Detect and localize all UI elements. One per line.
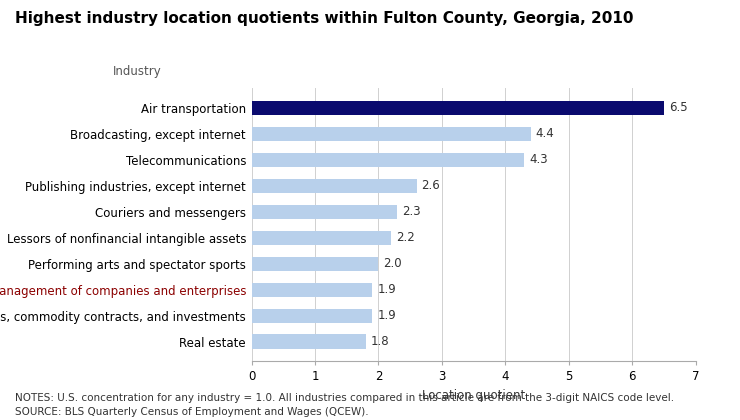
- Bar: [252, 257, 378, 271]
- Text: 1.9: 1.9: [377, 309, 396, 322]
- Text: 1.9: 1.9: [377, 283, 396, 296]
- Bar: [252, 334, 366, 349]
- Bar: [252, 309, 372, 323]
- Bar: [252, 205, 397, 219]
- Bar: [252, 283, 372, 297]
- Bar: [252, 231, 391, 245]
- Text: 2.3: 2.3: [403, 205, 421, 218]
- Text: 1.8: 1.8: [371, 335, 389, 348]
- Bar: [252, 178, 417, 193]
- Text: 6.5: 6.5: [669, 101, 687, 114]
- Text: 4.4: 4.4: [536, 127, 554, 140]
- Text: 4.3: 4.3: [529, 153, 548, 166]
- Text: 2.0: 2.0: [383, 257, 402, 270]
- Bar: [252, 152, 525, 167]
- Text: NOTES: U.S. concentration for any industry = 1.0. All industries compared in thi: NOTES: U.S. concentration for any indust…: [15, 393, 674, 403]
- Text: 2.6: 2.6: [422, 179, 440, 192]
- Text: Industry: Industry: [112, 65, 161, 78]
- Bar: [252, 101, 664, 115]
- X-axis label: Location quotient: Location quotient: [422, 389, 525, 402]
- Text: SOURCE: BLS Quarterly Census of Employment and Wages (QCEW).: SOURCE: BLS Quarterly Census of Employme…: [15, 407, 369, 417]
- Bar: [252, 126, 531, 141]
- Text: Highest industry location quotients within Fulton County, Georgia, 2010: Highest industry location quotients with…: [15, 10, 633, 26]
- Text: 2.2: 2.2: [396, 231, 415, 244]
